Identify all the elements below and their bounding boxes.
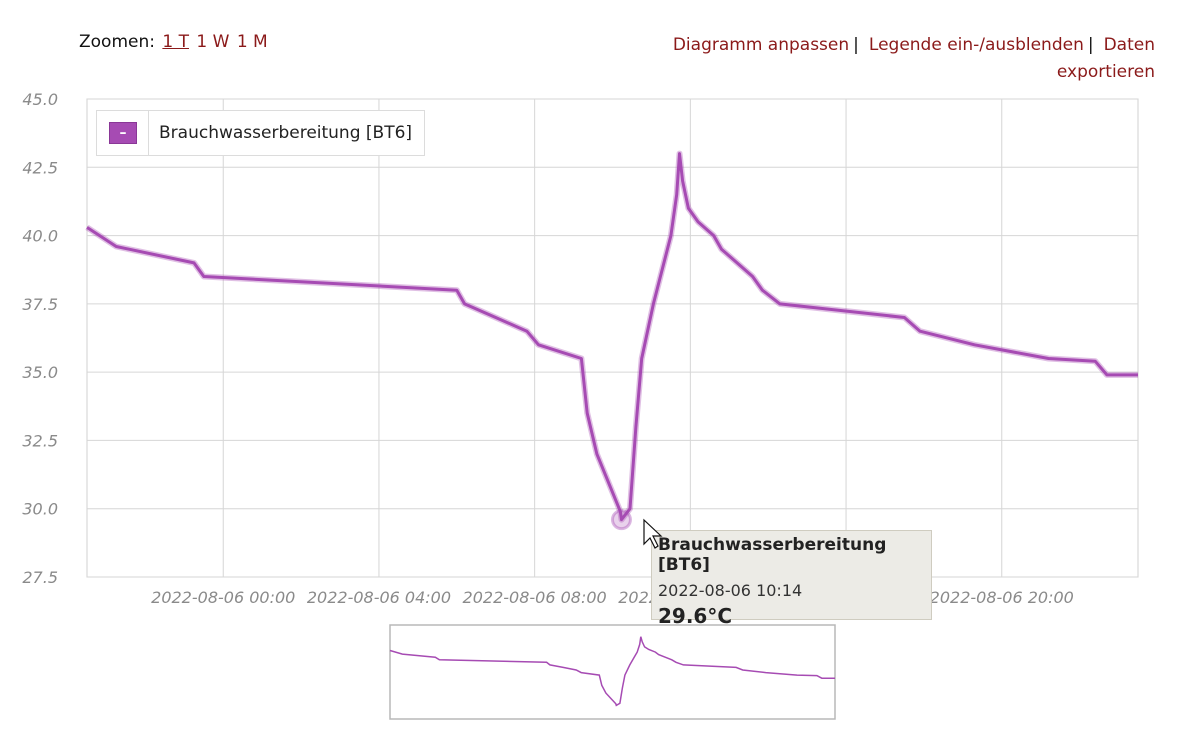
y-tick-label: 32.5 [22,431,58,450]
y-tick-label: 42.5 [22,158,58,177]
legend-collapse-icon[interactable]: – [109,122,137,144]
export-data-link[interactable]: Daten exportieren [1056,35,1155,82]
x-axis-ticks: 2022-08-06 00:00 2022-08-06 04:00 2022-08-… [151,588,1074,607]
series-layer [85,150,1138,531]
zoom-1-day-link[interactable]: 1 T [162,32,189,52]
separator: | [853,35,859,55]
navigator-series-line [389,636,835,707]
y-axis-ticks: 27.5 30.0 32.5 35.0 37.5 40.0 42.5 45.0 [22,90,58,587]
series-line-shadow [85,150,1138,523]
legend[interactable]: – Brauchwasserbereitung [BT6] [96,110,425,156]
y-tick-label: 27.5 [22,568,58,587]
navigator [389,624,836,720]
legend-series-label[interactable]: Brauchwasserbereitung [BT6] [159,123,413,143]
y-tick-label: 35.0 [22,363,58,382]
x-tick-label: 2022-08-06 04:00 [307,588,451,607]
separator: | [1087,35,1094,55]
adjust-chart-link[interactable]: Diagramm anpassen [672,35,850,55]
series-line [86,152,1138,522]
x-tick-label: 2022-08-06 08:00 [463,588,607,607]
zoom-bar: Zoomen: 1 T 1 W 1 M [79,32,268,52]
y-tick-label: 37.5 [22,295,58,314]
data-tooltip: Brauchwasserbereitung [BT6] 2022-08-06 1… [651,530,932,628]
zoom-label: Zoomen: [79,32,155,52]
navigator-frame [389,624,836,720]
x-tick-label: 2022-08-06 00:00 [151,588,295,607]
highlighted-point [610,509,632,531]
zoom-1-month-link[interactable]: 1 M [236,32,268,52]
x-tick-label: 2022-08-06 20:00 [930,588,1074,607]
tooltip-value: 29.6°C [658,604,733,628]
tooltip-series-name: Brauchwasserbereitung [BT6] [658,535,887,575]
plot-frame [86,98,1139,578]
y-tick-label: 45.0 [22,90,58,109]
y-tick-label: 40.0 [22,227,58,246]
chart-actions: Diagramm anpassen | Legende ein-/ausblende… [595,32,1155,86]
y-tick-label: 30.0 [22,500,58,519]
grid-lines [86,98,1139,578]
legend-divider [148,111,149,155]
tooltip-time: 2022-08-06 10:14 [658,581,803,600]
zoom-1-week-link[interactable]: 1 W [196,32,230,52]
toggle-legend-link[interactable]: Legende ein-/ausblenden [868,35,1084,55]
